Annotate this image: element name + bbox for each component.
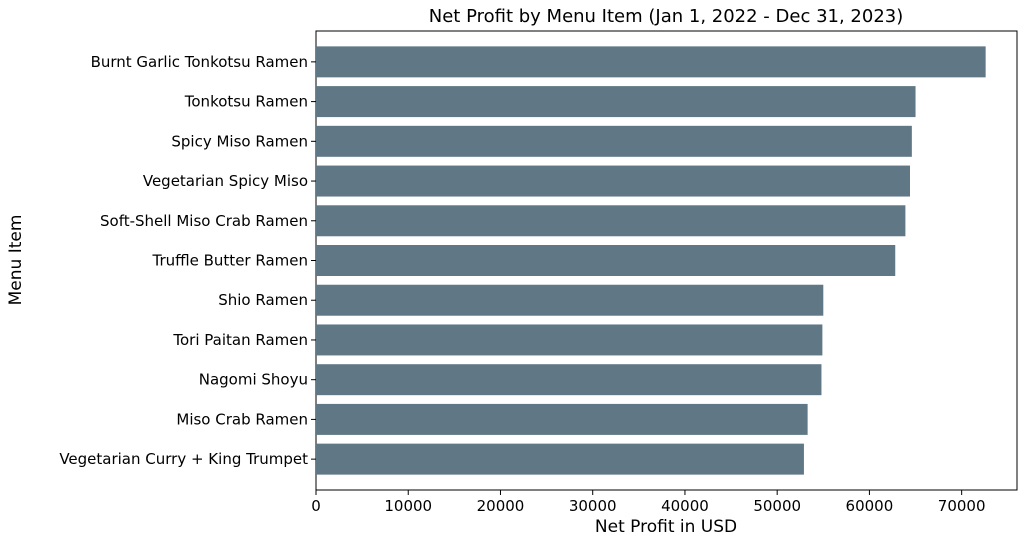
y-tick-label: Spicy Miso Ramen: [171, 132, 308, 150]
x-tick-label: 70000: [938, 497, 986, 515]
x-axis-ticks: 0 10000 20000 30000 40000 50000 60000 70000: [311, 490, 986, 515]
y-tick-label: Tonkotsu Ramen: [184, 93, 308, 111]
y-tick-label: Tori Paitan Ramen: [172, 331, 308, 349]
bars: [316, 46, 986, 475]
bar: [316, 364, 822, 396]
y-tick-label: Truffle Butter Ramen: [152, 252, 309, 270]
y-tick-label: Burnt Garlic Tonkotsu Ramen: [91, 53, 308, 71]
x-axis-label: Net Profit in USD: [595, 517, 737, 537]
y-axis-ticks: Burnt Garlic Tonkotsu Ramen Tonkotsu Rame…: [59, 53, 316, 468]
bar: [316, 284, 824, 316]
y-tick-label: Soft-Shell Miso Crab Ramen: [100, 212, 308, 230]
bar: [316, 86, 916, 118]
y-tick-label: Shio Ramen: [218, 291, 308, 309]
x-tick-label: 10000: [384, 497, 432, 515]
chart-title: Net Profit by Menu Item (Jan 1, 2022 - D…: [429, 6, 904, 27]
y-axis-label: Menu Item: [6, 215, 26, 306]
x-tick-label: 50000: [753, 497, 801, 515]
x-tick-label: 60000: [846, 497, 894, 515]
bar: [316, 125, 912, 157]
x-tick-label: 30000: [569, 497, 617, 515]
bar: [316, 245, 896, 276]
y-tick-label: Vegetarian Spicy Miso: [143, 172, 308, 190]
bar: [316, 205, 906, 237]
bar: [316, 46, 986, 78]
x-tick-label: 20000: [477, 497, 525, 515]
bar: [316, 443, 804, 475]
x-tick-label: 40000: [661, 497, 709, 515]
bar: [316, 324, 823, 356]
y-tick-label: Nagomi Shoyu: [199, 371, 308, 389]
bar: [316, 165, 911, 197]
x-tick-label: 0: [311, 497, 321, 515]
y-tick-label: Vegetarian Curry + King Trumpet: [59, 450, 308, 468]
bar: [316, 403, 808, 435]
y-tick-label: Miso Crab Ramen: [176, 410, 308, 428]
